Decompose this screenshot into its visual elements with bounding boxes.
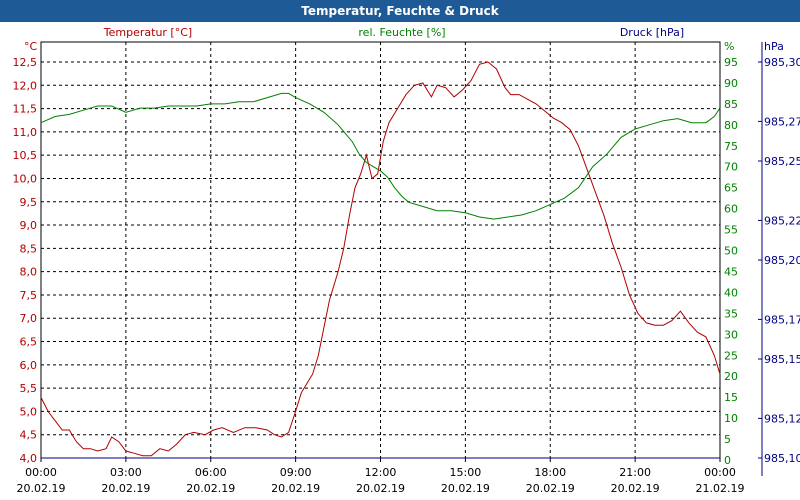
temperature-tick-label: 9,0: [20, 219, 38, 232]
temperature-axis-label: Temperatur [°C]: [103, 26, 192, 39]
pressure-tick-label: 985,30: [764, 56, 800, 69]
humidity-tick-label: 75: [724, 140, 738, 153]
x-tick-date: 20.02.19: [441, 482, 490, 495]
x-tick-time: 00:00: [704, 466, 736, 479]
temperature-tick-label: 7,0: [20, 312, 38, 325]
pressure-tick-label: 985,12: [764, 412, 800, 425]
temperature-tick-labels: 4,0 4,5 5,0 5,5 6,0 6,5 7,0 7,5 8,0 8,5 9,0 9,5 10,0…: [13, 56, 38, 465]
x-tick-date: 20.02.19: [356, 482, 405, 495]
temperature-tick-label: 9,5: [20, 196, 38, 209]
humidity-tick-label: 25: [724, 349, 738, 362]
x-tick-time: 06:00: [195, 466, 227, 479]
x-tick-time: 03:00: [110, 466, 142, 479]
x-tick-date: 20.02.19: [526, 482, 575, 495]
temperature-line: [40, 61, 721, 457]
window-title: Temperatur, Feuchte & Druck: [0, 0, 800, 22]
series-lines: [40, 61, 721, 459]
temperature-tick-label: 11,0: [13, 126, 38, 139]
humidity-tick-label: 5: [724, 433, 731, 446]
humidity-tick-label: 0: [724, 454, 731, 467]
temperature-tick-label: 12,5: [13, 56, 38, 69]
temperature-unit: °C: [24, 40, 38, 53]
x-tick-time: 09:00: [280, 466, 312, 479]
humidity-tick-label: 55: [724, 224, 738, 237]
pressure-tick-labels: 985,10 985,12 985,15 985,17 985,20 985,22 985,…: [758, 56, 800, 465]
temperature-tick-label: 10,0: [13, 172, 38, 185]
humidity-tick-label: 95: [724, 56, 738, 69]
temperature-tick-label: 5,5: [20, 382, 38, 395]
x-tick-time: 00:00: [25, 466, 57, 479]
x-tick-labels: 00:00 20.02.19 03:00 20.02.19 06:00 20.02.19 0…: [17, 458, 745, 495]
temperature-tick-label: 11,5: [13, 103, 38, 116]
humidity-tick-label: 90: [724, 77, 738, 90]
humidity-tick-label: 45: [724, 265, 738, 278]
x-tick-time: 18:00: [534, 466, 566, 479]
x-tick-date: 20.02.19: [611, 482, 660, 495]
pressure-axis-label: Druck [hPa]: [620, 26, 684, 39]
x-tick-date: 21.02.19: [696, 482, 745, 495]
temperature-tick-label: 6,0: [20, 359, 38, 372]
temperature-tick-label: 4,0: [20, 452, 38, 465]
x-tick-date: 20.02.19: [271, 482, 320, 495]
x-tick-time: 15:00: [450, 466, 482, 479]
x-tick-time: 21:00: [619, 466, 651, 479]
x-tick-time: 12:00: [365, 466, 397, 479]
pressure-tick-label: 985,22: [764, 214, 800, 227]
x-tick-date: 20.02.19: [17, 482, 66, 495]
pressure-tick-label: 985,20: [764, 254, 800, 267]
pressure-unit: hPa: [764, 40, 784, 53]
humidity-tick-label: 60: [724, 203, 738, 216]
pressure-tick-label: 985,27: [764, 115, 800, 128]
temperature-tick-label: 6,5: [20, 336, 38, 349]
humidity-tick-label: 50: [724, 245, 738, 258]
x-tick-date: 20.02.19: [101, 482, 150, 495]
temperature-tick-label: 10,5: [13, 149, 38, 162]
humidity-line: [40, 92, 721, 220]
humidity-tick-label: 65: [724, 182, 738, 195]
humidity-tick-label: 10: [724, 412, 738, 425]
temperature-tick-label: 5,0: [20, 405, 38, 418]
humidity-tick-label: 70: [724, 161, 738, 174]
temperature-tick-label: 8,0: [20, 266, 38, 279]
humidity-axis-label: rel. Feuchte [%]: [358, 26, 445, 39]
x-tick-date: 20.02.19: [186, 482, 235, 495]
humidity-tick-label: 35: [724, 307, 738, 320]
chart: Temperatur [°C] rel. Feuchte [%] Druck […: [13, 26, 800, 495]
pressure-tick-label: 985,25: [764, 155, 800, 168]
grid: [41, 42, 720, 459]
humidity-tick-labels: 0 5 10 15 20 25 30 35 40 45 50 55 60 65 70 75 80 85 90 95: [724, 56, 738, 467]
pressure-tick-label: 985,10: [764, 452, 800, 465]
humidity-tick-label: 80: [724, 119, 738, 132]
temperature-tick-label: 4,5: [20, 429, 38, 442]
humidity-tick-label: 15: [724, 391, 738, 404]
humidity-tick-label: 85: [724, 98, 738, 111]
temperature-tick-label: 7,5: [20, 289, 38, 302]
pressure-tick-label: 985,15: [764, 353, 800, 366]
humidity-tick-label: 40: [724, 286, 738, 299]
pressure-tick-label: 985,17: [764, 313, 800, 326]
humidity-tick-label: 20: [724, 370, 738, 383]
temperature-tick-label: 8,5: [20, 242, 38, 255]
humidity-unit: %: [724, 40, 734, 53]
humidity-tick-label: 30: [724, 328, 738, 341]
temperature-tick-label: 12,0: [13, 79, 38, 92]
